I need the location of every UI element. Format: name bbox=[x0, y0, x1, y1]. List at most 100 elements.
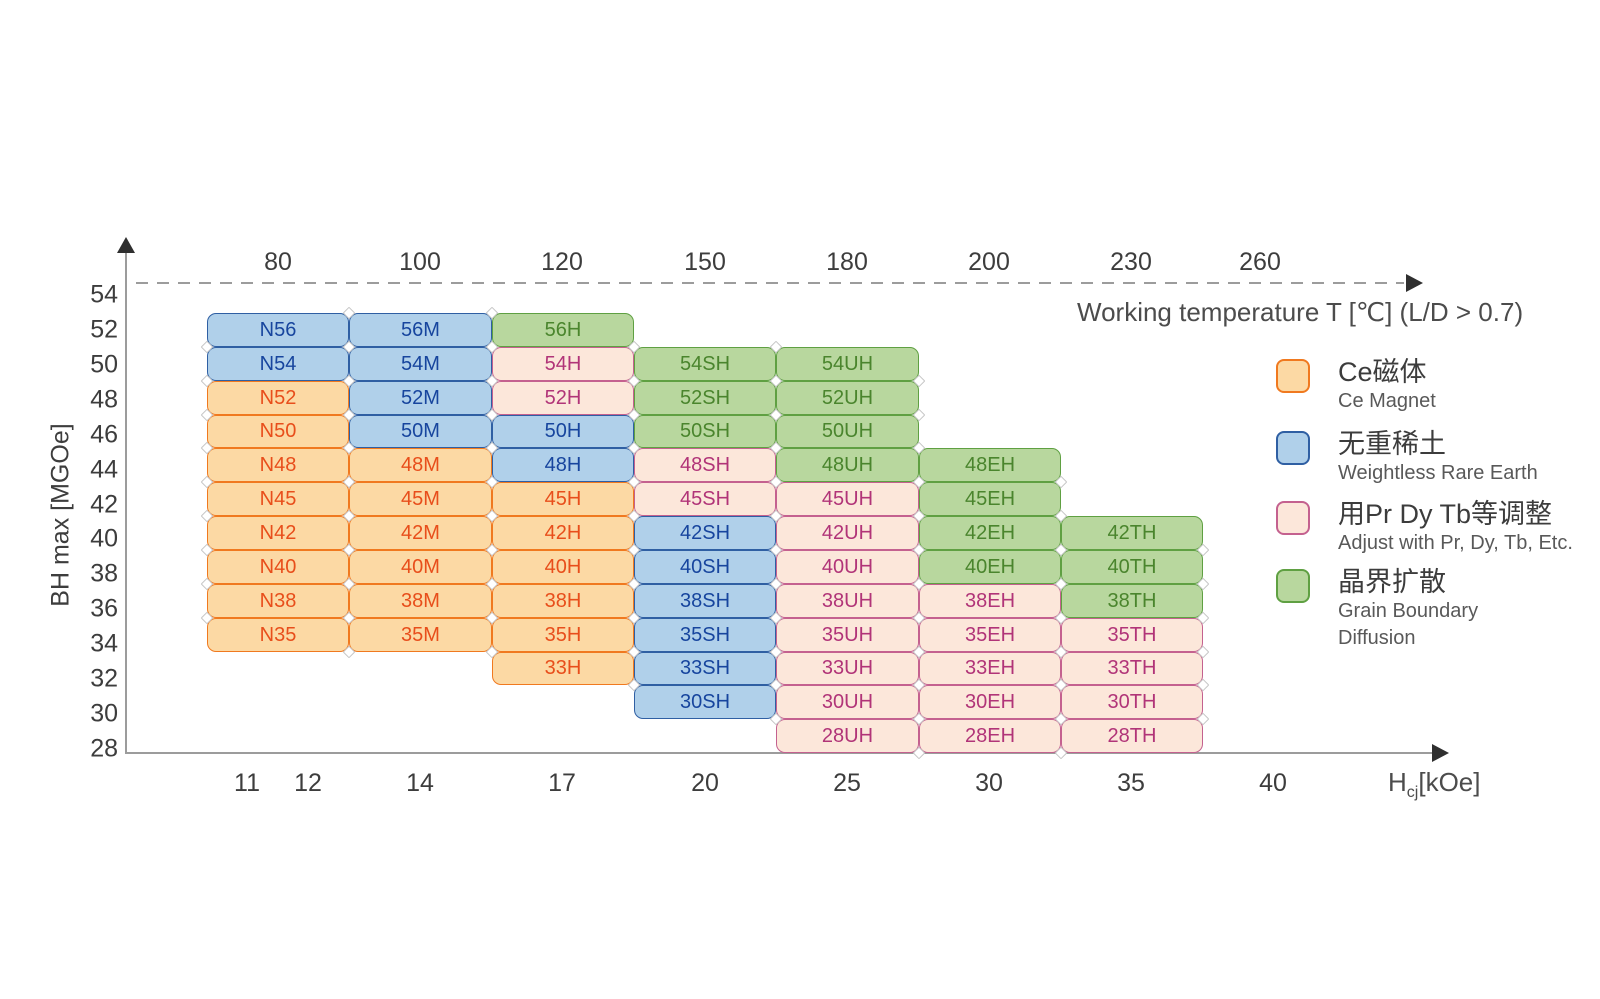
legend-label-en: Grain Boundary bbox=[1338, 600, 1479, 622]
x-tick-20: 20 bbox=[691, 769, 719, 797]
grade-cell-35TH: 35TH bbox=[1061, 618, 1203, 652]
legend-label-ce: Ce磁体 Ce Magnet bbox=[1338, 356, 1436, 415]
y-axis-line bbox=[125, 252, 127, 753]
grade-cell-35UH: 35UH bbox=[776, 618, 919, 652]
grade-cell-50SH: 50SH bbox=[634, 415, 776, 448]
grade-cell-45EH: 45EH bbox=[919, 482, 1061, 516]
grade-cell-48M: 48M bbox=[349, 448, 492, 482]
top-tick-80: 80 bbox=[264, 248, 292, 276]
grade-cell-33UH: 33UH bbox=[776, 652, 919, 685]
legend-item-wre: 无重稀土 Weightless Rare Earth bbox=[1276, 428, 1538, 487]
legend-label-zh: 晶界扩散 bbox=[1338, 567, 1446, 597]
grade-cell-N35: N35 bbox=[207, 618, 349, 652]
top-tick-100: 100 bbox=[399, 248, 441, 276]
grade-cell-N45: N45 bbox=[207, 482, 349, 516]
grade-cell-50UH: 50UH bbox=[776, 415, 919, 448]
grade-cell-N48: N48 bbox=[207, 448, 349, 482]
top-tick-230: 230 bbox=[1110, 248, 1152, 276]
grade-cell-N38: N38 bbox=[207, 584, 349, 618]
legend-item-adj: 用Pr Dy Tb等调整 Adjust with Pr, Dy, Tb, Etc. bbox=[1276, 498, 1573, 557]
top-tick-180: 180 bbox=[826, 248, 868, 276]
top-axis-title: Working temperature T [℃] (L/D > 0.7) bbox=[1077, 297, 1524, 327]
top-tick-120: 120 bbox=[541, 248, 583, 276]
legend-label-en: Adjust with Pr, Dy, Tb, Etc. bbox=[1338, 532, 1573, 554]
grade-cell-30UH: 30UH bbox=[776, 685, 919, 719]
grade-cell-33EH: 33EH bbox=[919, 652, 1061, 685]
grade-cell-54H: 54H bbox=[492, 347, 634, 381]
grade-cell-40EH: 40EH bbox=[919, 550, 1061, 584]
grade-cell-56M: 56M bbox=[349, 313, 492, 347]
grade-cell-48EH: 48EH bbox=[919, 448, 1061, 482]
grade-cell-50M: 50M bbox=[349, 415, 492, 448]
top-tick-200: 200 bbox=[968, 248, 1010, 276]
y-tick-50: 50 bbox=[90, 350, 118, 379]
grade-cell-N40: N40 bbox=[207, 550, 349, 584]
y-axis-arrow-icon bbox=[117, 237, 135, 253]
y-tick-46: 46 bbox=[90, 420, 118, 449]
grade-cell-50H: 50H bbox=[492, 415, 634, 448]
grade-cell-45SH: 45SH bbox=[634, 482, 776, 516]
x-axis-subscript: cj bbox=[1406, 784, 1419, 802]
grade-cell-N56: N56 bbox=[207, 313, 349, 347]
grade-cell-42TH: 42TH bbox=[1061, 516, 1203, 550]
legend-label-zh: 用Pr Dy Tb等调整 bbox=[1338, 499, 1553, 529]
y-tick-36: 36 bbox=[90, 594, 118, 623]
grade-cell-35H: 35H bbox=[492, 618, 634, 652]
grade-cell-56H: 56H bbox=[492, 313, 634, 347]
grade-cell-38M: 38M bbox=[349, 584, 492, 618]
grade-cell-38UH: 38UH bbox=[776, 584, 919, 618]
legend-label-en: Diffusion bbox=[1338, 627, 1416, 649]
grade-cell-45UH: 45UH bbox=[776, 482, 919, 516]
grade-cell-35M: 35M bbox=[349, 618, 492, 652]
grade-cell-38SH: 38SH bbox=[634, 584, 776, 618]
x-axis-arrow-icon bbox=[1432, 744, 1449, 762]
y-tick-28: 28 bbox=[90, 734, 118, 763]
grade-cell-28EH: 28EH bbox=[919, 719, 1061, 753]
grade-cell-38EH: 38EH bbox=[919, 584, 1061, 618]
grade-cell-33TH: 33TH bbox=[1061, 652, 1203, 685]
y-tick-48: 48 bbox=[90, 385, 118, 414]
x-tick-17: 17 bbox=[548, 769, 576, 797]
grade-cell-52M: 52M bbox=[349, 381, 492, 415]
y-tick-38: 38 bbox=[90, 559, 118, 588]
grade-cell-33H: 33H bbox=[492, 652, 634, 685]
legend-label-wre: 无重稀土 Weightless Rare Earth bbox=[1338, 428, 1538, 487]
grade-cell-48SH: 48SH bbox=[634, 448, 776, 482]
legend-swatch-adj-icon bbox=[1276, 501, 1310, 535]
legend-swatch-wre-icon bbox=[1276, 431, 1310, 465]
grade-cell-40SH: 40SH bbox=[634, 550, 776, 584]
y-tick-30: 30 bbox=[90, 699, 118, 728]
grade-cell-52H: 52H bbox=[492, 381, 634, 415]
grade-cell-54SH: 54SH bbox=[634, 347, 776, 381]
x-tick-35: 35 bbox=[1117, 769, 1145, 797]
x-tick-12: 12 bbox=[294, 769, 322, 797]
grade-cell-42EH: 42EH bbox=[919, 516, 1061, 550]
legend-label-en: Weightless Rare Earth bbox=[1338, 462, 1538, 484]
grade-cell-52SH: 52SH bbox=[634, 381, 776, 415]
grade-cell-35SH: 35SH bbox=[634, 618, 776, 652]
grade-cell-42SH: 42SH bbox=[634, 516, 776, 550]
grade-cell-38TH: 38TH bbox=[1061, 584, 1203, 618]
grade-cell-45M: 45M bbox=[349, 482, 492, 516]
x-axis-unit: [kOe] bbox=[1418, 767, 1481, 797]
legend-item-ce: Ce磁体 Ce Magnet bbox=[1276, 356, 1436, 415]
grade-cell-33SH: 33SH bbox=[634, 652, 776, 685]
grade-cell-38H: 38H bbox=[492, 584, 634, 618]
grade-cell-28TH: 28TH bbox=[1061, 719, 1203, 753]
y-tick-52: 52 bbox=[90, 315, 118, 344]
x-axis-symbol: H bbox=[1388, 767, 1407, 797]
x-tick-11: 11 bbox=[234, 769, 260, 797]
grade-cell-35EH: 35EH bbox=[919, 618, 1061, 652]
y-tick-34: 34 bbox=[90, 629, 118, 658]
top-axis-arrow-icon bbox=[1406, 274, 1423, 292]
grade-cell-42M: 42M bbox=[349, 516, 492, 550]
grade-cell-48UH: 48UH bbox=[776, 448, 919, 482]
legend-swatch-ce-icon bbox=[1276, 359, 1310, 393]
grade-cell-42H: 42H bbox=[492, 516, 634, 550]
grade-cell-N52: N52 bbox=[207, 381, 349, 415]
legend-label-en: Ce Magnet bbox=[1338, 390, 1436, 412]
top-tick-150: 150 bbox=[684, 248, 726, 276]
y-tick-32: 32 bbox=[90, 664, 118, 693]
grade-cell-40UH: 40UH bbox=[776, 550, 919, 584]
